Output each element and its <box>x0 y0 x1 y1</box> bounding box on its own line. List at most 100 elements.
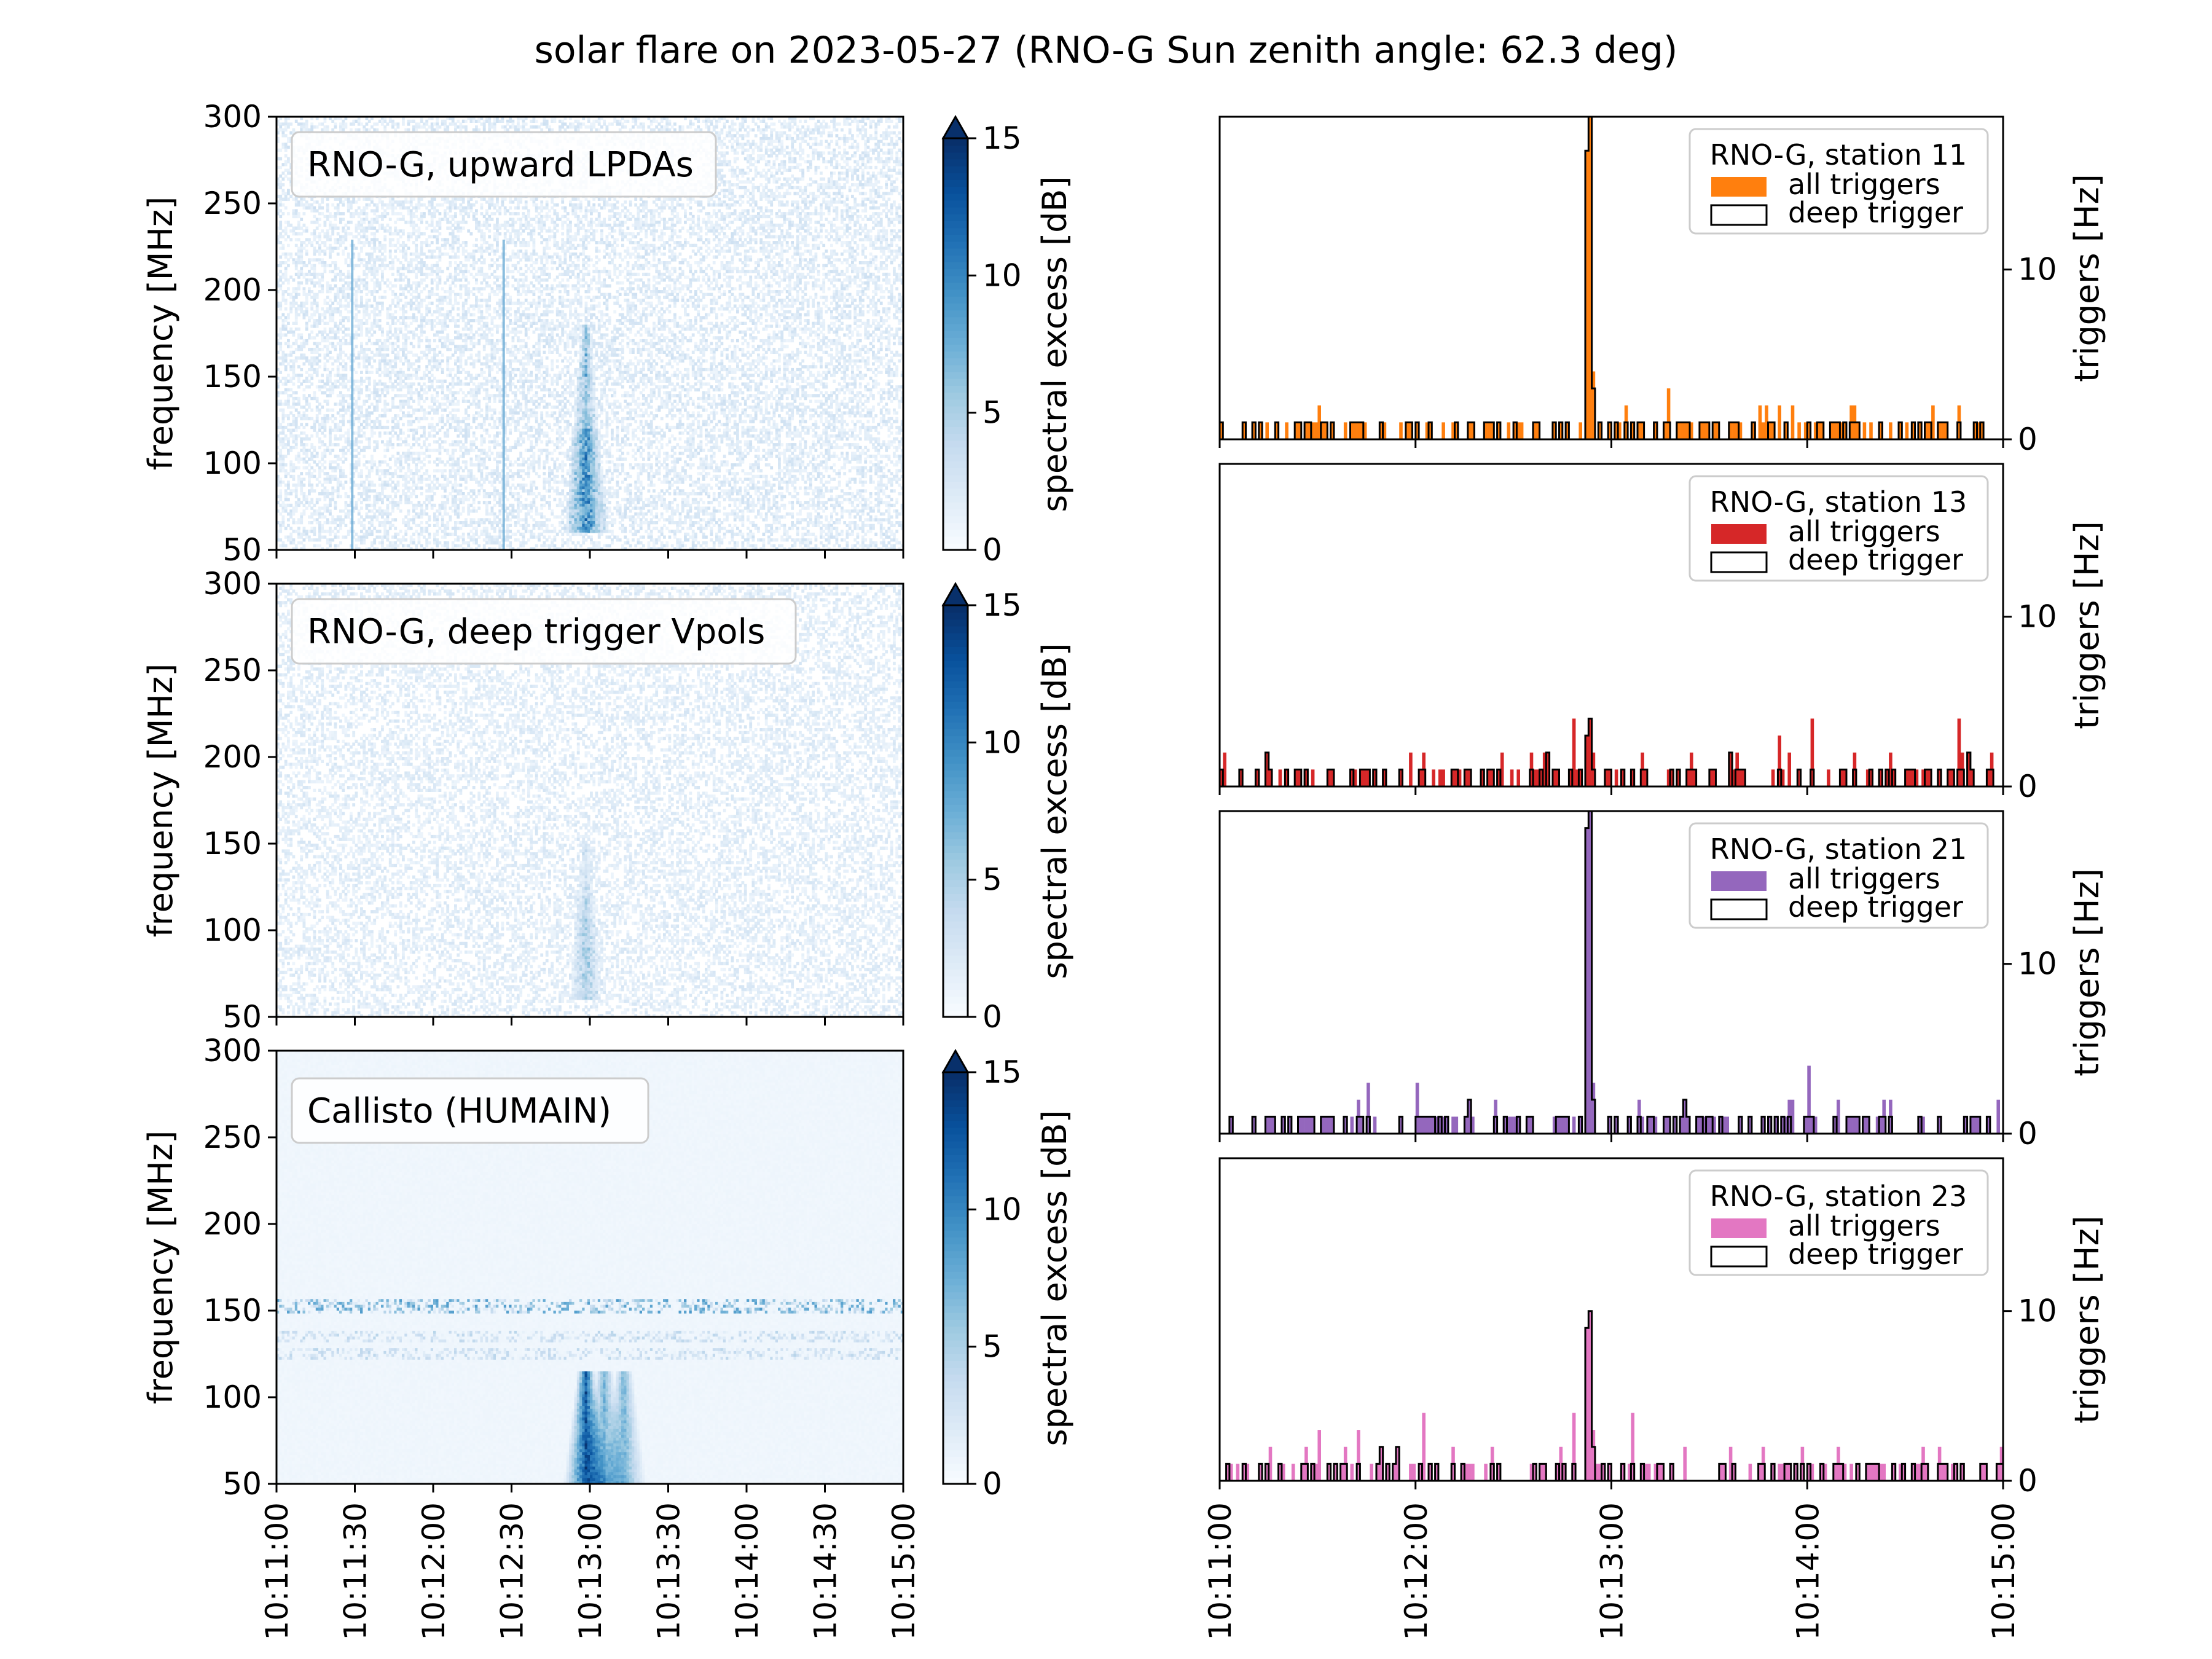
colorbar-tick-label: 15 <box>982 120 1022 156</box>
y-tick-label: 100 <box>203 1379 262 1415</box>
legend-swatch-deep <box>1711 900 1767 919</box>
y-tick-label: 300 <box>203 1033 262 1069</box>
colorbar-cell <box>943 1422 968 1430</box>
all-triggers-bar <box>1419 1116 1422 1134</box>
colorbar-cell <box>943 1388 968 1395</box>
colorbar-cell <box>943 1202 968 1210</box>
y-tick-label: 250 <box>203 1120 262 1155</box>
colorbar-cell <box>943 667 968 675</box>
y-axis-label: frequency [MHz] <box>141 1131 180 1405</box>
all-triggers-bar <box>1510 1116 1514 1134</box>
colorbar-cell <box>943 1120 968 1128</box>
colorbar-cell <box>943 1182 968 1190</box>
colorbar-cell <box>943 1258 968 1265</box>
y-tick-label: 50 <box>222 532 262 568</box>
colorbar-cell <box>943 509 968 516</box>
all-triggers-bar <box>1422 1116 1426 1134</box>
y-tick-label: 0 <box>2018 769 2037 804</box>
legend-swatch-deep <box>1711 552 1767 572</box>
colorbar-tick-label: 15 <box>982 1054 1022 1090</box>
legend-title: RNO-G, station 23 <box>1710 1180 1967 1213</box>
all-triggers-bar <box>1357 422 1360 439</box>
all-triggers-bar <box>1725 1116 1729 1134</box>
y-axis-label: triggers [Hz] <box>2068 521 2106 729</box>
all-triggers-bar <box>1468 1464 1472 1481</box>
y-axis-label: frequency [MHz] <box>141 664 180 938</box>
y-tick-label: 10 <box>2018 252 2057 288</box>
all-triggers-bar <box>1759 406 1762 439</box>
heatmap-streak-0 <box>351 240 353 550</box>
colorbar-cell <box>943 399 968 406</box>
y-tick-label: 0 <box>2018 1463 2037 1499</box>
all-triggers-bar <box>1432 769 1435 786</box>
all-triggers-bar <box>1778 1464 1781 1481</box>
y-tick-label: 150 <box>203 826 262 861</box>
colorbar-cell <box>943 1134 968 1142</box>
colorbar-tick-label: 5 <box>982 395 1002 431</box>
colorbar-cell <box>943 694 968 702</box>
colorbar-cell <box>943 859 968 866</box>
all-triggers-bar <box>1849 1116 1853 1134</box>
all-triggers-bar <box>1399 422 1403 439</box>
panel-label: RNO-G, deep trigger Vpols <box>307 612 765 652</box>
y-tick-label: 50 <box>222 999 262 1035</box>
all-triggers-bar <box>1236 1464 1240 1481</box>
colorbar-cell <box>943 200 968 208</box>
colorbar-tick-label: 5 <box>982 862 1002 898</box>
colorbar-cell <box>943 296 968 304</box>
y-tick-label: 150 <box>203 359 262 394</box>
colorbar-cell <box>943 1168 968 1175</box>
all-triggers-bar <box>1426 1116 1429 1134</box>
colorbar-cell <box>943 283 968 290</box>
colorbar-cell <box>943 262 968 269</box>
all-triggers-bar <box>1510 769 1514 786</box>
colorbar-cell <box>943 461 968 468</box>
colorbar-cell <box>943 392 968 399</box>
colorbar-cell <box>943 852 968 860</box>
colorbar-cell <box>943 1230 968 1237</box>
colorbar-cell <box>943 777 968 784</box>
colorbar-cell <box>943 502 968 509</box>
colorbar-cell <box>943 701 968 708</box>
colorbar-tick-label: 0 <box>982 1466 1002 1502</box>
colorbar-cell <box>943 372 968 379</box>
x-tick-label: 10:12:00 <box>416 1502 452 1641</box>
colorbar-cell <box>943 1003 968 1011</box>
all-triggers-bar <box>1941 422 1945 439</box>
colorbar-cell <box>943 722 968 729</box>
all-triggers-bar <box>1647 1464 1651 1481</box>
all-triggers-bar <box>1559 1116 1563 1134</box>
figure: solar flare on 2023-05-27 (RNO-G Sun zen… <box>0 0 2212 1659</box>
colorbar-cell <box>943 536 968 544</box>
colorbar-cell <box>943 1470 968 1478</box>
colorbar-cell <box>943 1319 968 1327</box>
colorbar-cell <box>943 1079 968 1086</box>
y-tick-label: 100 <box>203 912 262 948</box>
all-triggers-bar <box>1412 1464 1416 1481</box>
colorbar-tick-label: 0 <box>982 532 1002 568</box>
colorbar-tick-label: 15 <box>982 587 1022 623</box>
colorbar-cell <box>943 255 968 262</box>
colorbar-cell <box>943 708 968 716</box>
colorbar-cell <box>943 742 968 750</box>
colorbar-cell <box>943 1244 968 1251</box>
colorbar-cell <box>943 495 968 503</box>
colorbar-cell <box>943 900 968 908</box>
colorbar-cell <box>943 633 968 640</box>
panel-label: RNO-G, upward LPDAs <box>307 145 694 185</box>
colorbar-cell <box>943 275 968 283</box>
x-tick-label: 10:11:00 <box>1202 1502 1238 1641</box>
colorbar-cell <box>943 653 968 661</box>
colorbar-cell <box>943 316 968 324</box>
all-triggers-bar <box>1797 422 1801 439</box>
all-triggers-bar <box>1484 1464 1488 1481</box>
colorbar-cell <box>943 1107 968 1114</box>
x-tick-label: 10:14:00 <box>729 1502 765 1641</box>
colorbar-cell <box>943 715 968 723</box>
all-triggers-bar <box>1455 1116 1459 1134</box>
colorbar-cell <box>943 619 968 626</box>
colorbar-cell <box>943 674 968 681</box>
colorbar-cell <box>943 1299 968 1306</box>
colorbar-cell <box>943 337 968 345</box>
colorbar-tick-label: 0 <box>982 999 1002 1035</box>
